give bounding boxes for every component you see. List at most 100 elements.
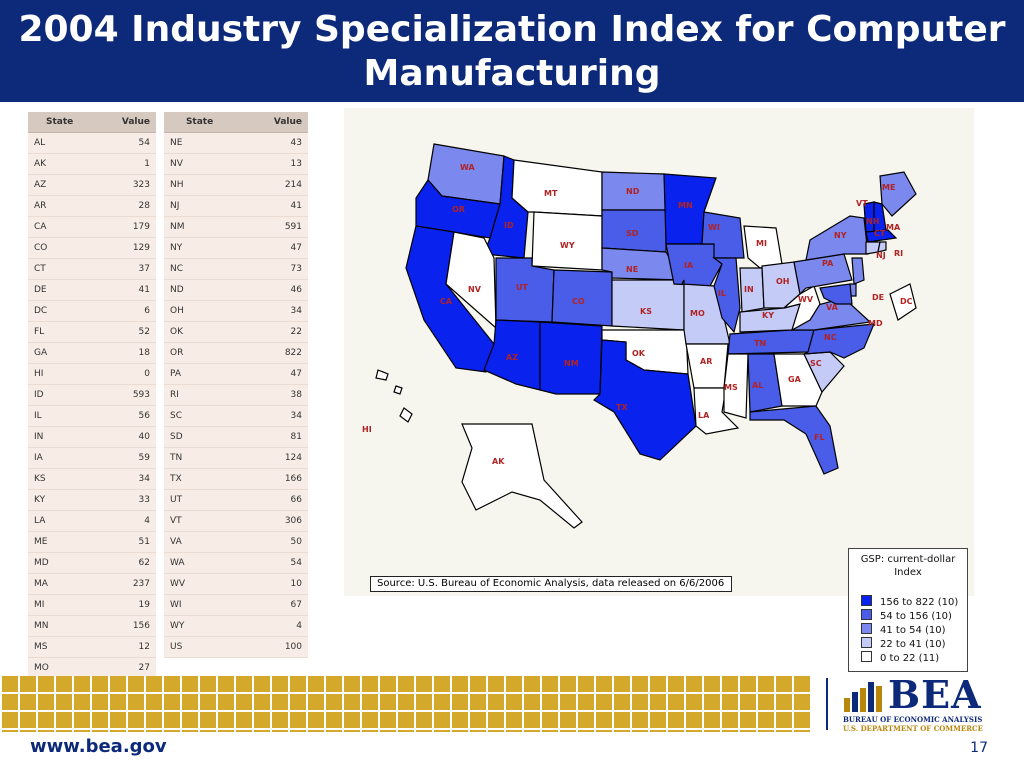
state-label-tn: TN <box>754 339 766 348</box>
table-row: WY 4 <box>164 615 308 637</box>
table-row: KS 34 <box>28 468 156 490</box>
state-code: MN <box>28 615 92 637</box>
bea-logo <box>842 678 992 732</box>
title-bar: 2004 Industry Specialization Index for C… <box>0 0 1024 102</box>
state-value: 43 <box>235 132 308 154</box>
table-row: HI 0 <box>28 363 156 385</box>
state-code: ME <box>28 531 92 553</box>
table-row: KY 33 <box>28 489 156 511</box>
table-row: ME 51 <box>28 531 156 553</box>
legend-swatch <box>861 623 872 634</box>
state-value: 124 <box>235 447 308 469</box>
state-ar <box>685 343 729 389</box>
table-row: WA 54 <box>164 552 308 574</box>
table-row: CO 129 <box>28 237 156 259</box>
state-label-or: OR <box>452 205 465 214</box>
table-row: NY 47 <box>164 237 308 259</box>
state-code: NE <box>164 132 236 154</box>
state-label-ri: RI <box>894 249 903 258</box>
legend-label: 156 to 822 (10) <box>880 597 959 608</box>
state-label-nc: NC <box>824 333 837 342</box>
state-label-in: IN <box>744 285 754 294</box>
state-value: 22 <box>235 321 308 343</box>
state-label-co: CO <box>572 297 585 306</box>
state-value: 179 <box>91 216 156 238</box>
state-code: NC <box>164 258 236 280</box>
state-me <box>879 171 917 217</box>
state-label-nd: ND <box>626 187 640 196</box>
table-row: NE 43 <box>164 132 308 154</box>
footer-url-link[interactable]: www.bea.gov <box>30 736 167 757</box>
state-label-sd: SD <box>626 229 639 238</box>
state-label-mt: MT <box>544 189 558 198</box>
state-code: NJ <box>164 195 236 217</box>
state-label-fl: FL <box>814 433 825 442</box>
state-value: 41 <box>235 195 308 217</box>
table-row: SD 81 <box>164 426 308 448</box>
state-label-nh: NH <box>866 217 879 226</box>
state-hi-2 <box>393 385 403 395</box>
state-code: IN <box>28 426 92 448</box>
page-number: 17 <box>970 740 988 756</box>
table-row: IN 40 <box>28 426 156 448</box>
state-value: 34 <box>91 468 156 490</box>
state-code: CA <box>28 216 92 238</box>
state-value: 129 <box>91 237 156 259</box>
state-label-md: MD <box>868 319 883 328</box>
state-value: 41 <box>91 279 156 301</box>
table-row: OH 34 <box>164 300 308 322</box>
bea-logo-bars-icon <box>844 682 882 712</box>
state-code: ID <box>28 384 92 406</box>
table-row: DE 41 <box>28 279 156 301</box>
source-note: Source: U.S. Bureau of Economic Analysis… <box>370 576 732 592</box>
state-ne <box>601 247 684 281</box>
state-md <box>819 283 853 305</box>
header-value: Value <box>91 112 156 133</box>
state-code: AL <box>28 132 92 154</box>
state-code: NV <box>164 153 236 175</box>
state-value: 237 <box>91 573 156 595</box>
state-code: US <box>164 636 236 658</box>
state-label-oh: OH <box>776 277 790 286</box>
state-value: 12 <box>91 636 156 658</box>
state-dc-box <box>889 283 917 321</box>
state-label-ms: MS <box>724 383 738 392</box>
table-row: AL 54 <box>28 132 156 154</box>
state-value: 38 <box>235 384 308 406</box>
table-row: FL 52 <box>28 321 156 343</box>
state-tn <box>727 329 815 355</box>
table-row: NC 73 <box>164 258 308 280</box>
table-row: MD 62 <box>28 552 156 574</box>
slide-title-line-2: Manufacturing <box>363 53 661 94</box>
state-code: MI <box>28 594 92 616</box>
table-row: MA 237 <box>28 573 156 595</box>
state-nm <box>539 321 603 395</box>
state-code: AR <box>28 195 92 217</box>
state-code: ND <box>164 279 236 301</box>
state-nj <box>851 257 865 285</box>
state-label-vt: VT <box>856 199 868 208</box>
bea-logo-subtitle-1: BUREAU OF ECONOMIC ANALYSIS <box>843 715 983 724</box>
header-state: State <box>28 112 92 133</box>
state-code: NH <box>164 174 236 196</box>
state-code: SD <box>164 426 236 448</box>
state-value: 593 <box>91 384 156 406</box>
state-label-mo: MO <box>690 309 705 318</box>
state-value-table-left: State Value AL 54 AK 1 AZ 323 AR 28 CA 179 CO 129 CT… <box>28 112 156 679</box>
state-value: 13 <box>235 153 308 175</box>
state-label-ne: NE <box>626 265 638 274</box>
table-row: IL 56 <box>28 405 156 427</box>
table-row: NM 591 <box>164 216 308 238</box>
state-label-ky: KY <box>762 311 774 320</box>
state-label-la: LA <box>698 411 710 420</box>
state-label-sc: SC <box>810 359 822 368</box>
state-ma <box>865 229 898 243</box>
legend-item: 22 to 41 (10) <box>861 637 946 650</box>
header-state: State <box>164 112 236 133</box>
state-hi-3 <box>399 407 413 423</box>
state-value: 47 <box>235 237 308 259</box>
state-code: IL <box>28 405 92 427</box>
state-code: WA <box>164 552 236 574</box>
legend-label: 0 to 22 (11) <box>880 653 940 664</box>
state-nv <box>445 231 497 330</box>
